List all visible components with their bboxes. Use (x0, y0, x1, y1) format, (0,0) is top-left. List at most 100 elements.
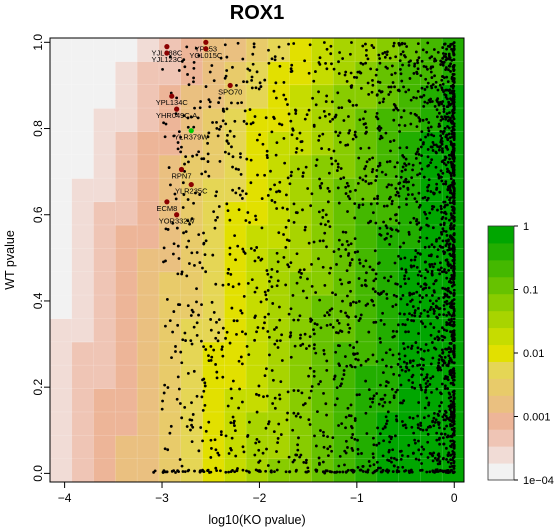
gene-point (452, 80, 456, 84)
gene-point (328, 189, 331, 193)
gene-point (452, 369, 456, 373)
gene-point (230, 145, 233, 149)
gene-point (273, 396, 277, 400)
gene-point (338, 344, 341, 348)
gene-point (438, 111, 441, 115)
gene-point (330, 100, 334, 104)
gene-point (425, 396, 429, 400)
gene-point (437, 307, 441, 311)
heatmap-cell (311, 178, 334, 203)
gene-point (398, 245, 402, 249)
gene-point (440, 432, 443, 436)
gene-point (396, 323, 400, 327)
gene-point (345, 269, 349, 272)
gene-point (444, 410, 448, 414)
gene-point (209, 359, 213, 362)
gene-point (366, 57, 370, 61)
gene-point (208, 100, 212, 104)
gene-point (418, 363, 422, 367)
gene-point (389, 90, 392, 94)
gene-point (380, 170, 384, 174)
heatmap-cell (180, 61, 204, 86)
gene-point (406, 345, 410, 349)
gene-point (176, 375, 180, 379)
gene-point (246, 211, 250, 214)
gene-point (367, 330, 371, 334)
heatmap-cell (115, 224, 138, 249)
x-tick-label: 0 (451, 491, 458, 505)
heatmap-cell (202, 61, 225, 86)
gene-point (447, 68, 450, 72)
gene-point (437, 297, 441, 300)
gene-point (435, 255, 439, 259)
gene-point (387, 448, 391, 452)
gene-point (178, 303, 182, 307)
gene-point (385, 292, 389, 296)
gene-point (381, 52, 385, 55)
gene-point (413, 386, 417, 390)
gene-point (383, 276, 386, 280)
gene-point (372, 46, 376, 50)
gene-point (294, 112, 298, 115)
gene-point (394, 187, 398, 190)
gene-point (294, 150, 298, 154)
heatmap-cell (115, 84, 138, 109)
heatmap-cell (376, 365, 400, 390)
gene-point (220, 345, 224, 349)
gene-point (413, 64, 416, 68)
gene-point (427, 401, 431, 405)
heatmap-cell (355, 131, 378, 156)
gene-point (385, 297, 389, 300)
gene-point (170, 469, 174, 473)
gene-point (202, 157, 206, 161)
gene-point (240, 197, 244, 200)
gene-point (335, 263, 338, 266)
gene-point (314, 468, 318, 472)
gene-point (184, 339, 187, 342)
gene-point (410, 292, 414, 296)
gene-point (445, 347, 449, 351)
gene-point (359, 61, 363, 65)
gene-point (442, 328, 446, 332)
gene-point (278, 122, 281, 126)
heatmap-cell (376, 341, 400, 366)
gene-point (257, 87, 261, 91)
colorbar-swatch (488, 327, 514, 346)
gene-point (438, 468, 442, 472)
gene-point (448, 465, 452, 469)
gene-point (278, 397, 282, 401)
gene-point (410, 176, 414, 180)
gene-point (186, 125, 190, 129)
gene-point (289, 307, 293, 311)
gene-point (292, 411, 296, 415)
heatmap-cell (398, 224, 421, 249)
gene-point (433, 411, 436, 415)
gene-point (333, 115, 337, 119)
gene-point (441, 338, 445, 342)
gene-point (333, 403, 337, 407)
heatmap-cell (398, 201, 421, 226)
heatmap-cell (50, 411, 73, 436)
gene-point (287, 112, 291, 116)
gene-point (338, 454, 342, 458)
gene-point (263, 321, 266, 325)
gene-point (242, 294, 246, 298)
gene-point (166, 228, 170, 231)
heatmap-cell (137, 411, 160, 436)
gene-label: YJL123C (151, 55, 182, 64)
colorbar-swatch (488, 310, 514, 329)
gene-point (434, 347, 438, 351)
gene-point (194, 191, 197, 195)
gene-point (307, 344, 311, 348)
gene-point (350, 258, 354, 261)
heatmap-cell (180, 201, 204, 226)
gene-point (364, 180, 368, 183)
y-tick-label: 0.0 (31, 465, 45, 482)
gene-point (189, 314, 193, 317)
gene-point (416, 173, 419, 177)
gene-point (449, 453, 453, 457)
gene-point (452, 215, 456, 219)
gene-point (384, 224, 388, 228)
gene-point (391, 81, 395, 84)
gene-point (379, 466, 382, 470)
